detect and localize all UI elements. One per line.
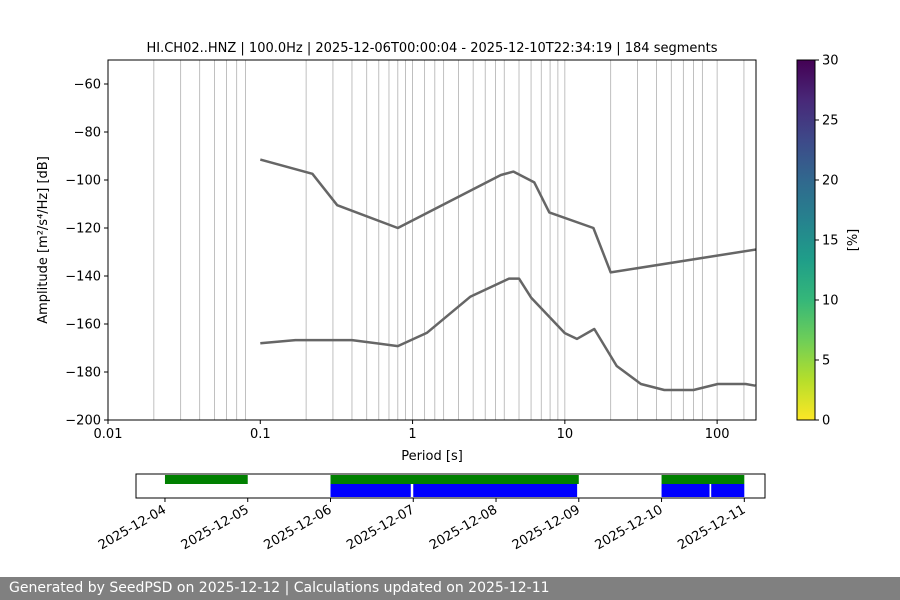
colorbar-ticks: 0 5 10 15 20 25 30: [815, 54, 839, 429]
colorbar: 0 5 10 15 20 25 30 [%]: [796, 54, 861, 429]
availability-bars: [164, 475, 745, 497]
availability-blue-bar: [711, 484, 745, 497]
colorbar-tick-label: 5: [822, 354, 830, 369]
y-tick-label: −160: [65, 318, 101, 333]
date-tick-label: 2025-12-09: [510, 502, 583, 553]
y-axis-ticks: −200 −180 −160 −140 −120 −100 −80 −60: [65, 78, 108, 429]
x-axis-label: Period [s]: [401, 449, 463, 464]
y-tick-label: −180: [65, 366, 101, 381]
psd-chart: HI.CH02..HNZ | 100.0Hz | 2025-12-06T00:0…: [36, 41, 861, 553]
availability-green-bar: [661, 475, 745, 484]
plot-frame: [107, 59, 757, 421]
date-tick-label: 2025-12-11: [675, 502, 748, 553]
x-axis-ticks: 0.01 0.1 1 10 100: [94, 420, 730, 442]
x-tick-label: 0.1: [250, 427, 271, 442]
x-tick-label: 10: [557, 427, 574, 442]
date-tick-label: 2025-12-10: [593, 502, 666, 553]
plot-background: [108, 60, 756, 420]
availability-green-bar: [164, 475, 248, 484]
chart-title: HI.CH02..HNZ | 100.0Hz | 2025-12-06T00:0…: [146, 41, 717, 56]
colorbar-tick-label: 0: [822, 414, 830, 429]
colorbar-gradient: [796, 59, 816, 421]
date-tick-label: 2025-12-08: [427, 502, 500, 553]
high-noise-model-line: [259, 158, 756, 274]
availability-green-bar: [330, 475, 579, 484]
low-noise-model-line: [260, 277, 756, 392]
availability-date-ticks: 2025-12-04 2025-12-05 2025-12-06 2025-12-07…: [96, 498, 748, 553]
colorbar-tick-label: 20: [822, 174, 839, 189]
y-axis-label: Amplitude [m²/s⁴/Hz] [dB]: [36, 156, 51, 324]
plot-area: −200 −180 −160 −140 −120 −100 −80 −60 0.01 0.1 1 1…: [65, 59, 757, 442]
date-tick-label: 2025-12-05: [179, 502, 252, 553]
colorbar-tick-label: 30: [822, 54, 839, 69]
footer-banner: Generated by SeedPSD on 2025-12-12 | Cal…: [0, 577, 900, 600]
availability-blue-bar: [330, 484, 411, 497]
data-availability-panel: 2025-12-04 2025-12-05 2025-12-06 2025-12-07…: [96, 473, 766, 553]
y-tick-label: −200: [65, 414, 101, 429]
date-tick-label: 2025-12-06: [262, 502, 335, 553]
y-tick-label: −80: [74, 126, 101, 141]
x-tick-label: 0.01: [94, 427, 123, 442]
availability-blue-bar: [413, 484, 578, 497]
colorbar-tick-label: 10: [822, 294, 839, 309]
colorbar-label: [%]: [846, 229, 861, 252]
colorbar-tick-label: 15: [822, 234, 839, 249]
y-tick-label: −100: [65, 174, 101, 189]
date-tick-label: 2025-12-07: [344, 502, 417, 553]
noise-models: [259, 158, 756, 392]
y-tick-label: −60: [74, 78, 101, 93]
x-tick-label: 1: [408, 427, 416, 442]
date-tick-label: 2025-12-04: [96, 502, 169, 553]
y-tick-label: −120: [65, 222, 101, 237]
x-tick-label: 100: [705, 427, 730, 442]
y-tick-label: −140: [65, 270, 101, 285]
colorbar-tick-label: 25: [822, 114, 839, 129]
availability-blue-bar: [661, 484, 710, 497]
period-grid: [153, 60, 745, 420]
